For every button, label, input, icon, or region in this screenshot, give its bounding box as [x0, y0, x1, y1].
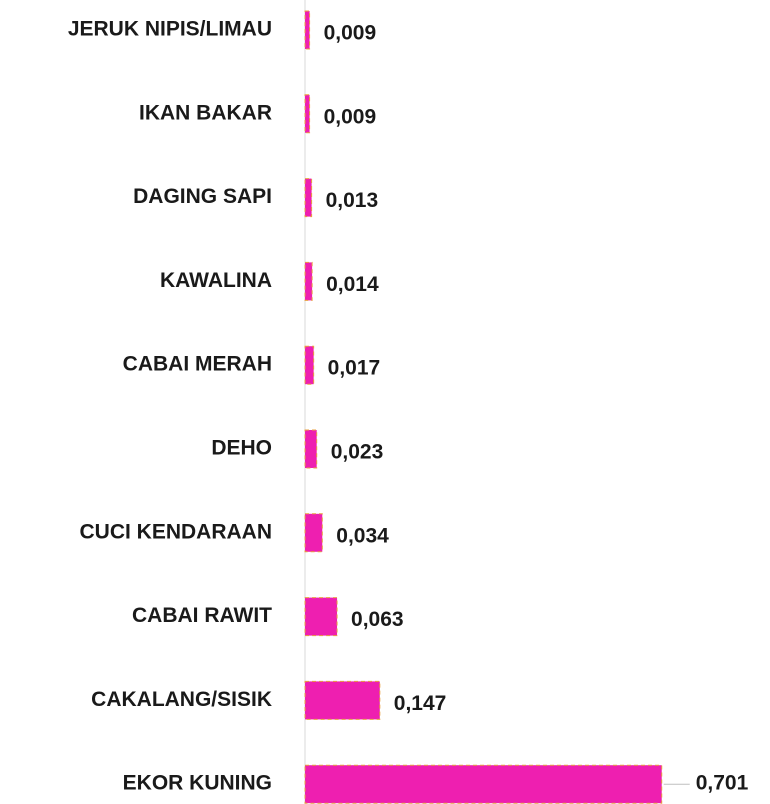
value-label: 0,701: [696, 772, 749, 795]
value-label: 0,013: [326, 189, 379, 212]
value-label: 0,014: [326, 273, 379, 296]
category-label: DEHO: [211, 437, 272, 460]
bar: [304, 178, 313, 218]
bar: [304, 345, 315, 385]
category-label: CAKALANG/SISIK: [91, 688, 272, 711]
value-label: 0,063: [351, 608, 404, 631]
category-label: IKAN BAKAR: [139, 101, 272, 124]
category-label: EKOR KUNING: [123, 772, 272, 795]
category-label: JERUK NIPIS/LIMAU: [68, 18, 272, 41]
bar: [304, 10, 311, 50]
value-label: 0,017: [328, 357, 381, 380]
bar: [304, 680, 381, 720]
bar: [304, 261, 313, 301]
category-label: CABAI RAWIT: [132, 604, 272, 627]
bar: [304, 597, 338, 637]
value-label: 0,023: [331, 441, 384, 464]
category-label: CABAI MERAH: [123, 353, 272, 376]
category-label: CUCI KENDARAAN: [80, 520, 273, 543]
bar: [304, 94, 311, 134]
value-label: 0,009: [324, 22, 377, 45]
value-label: 0,147: [394, 692, 447, 715]
bar: [304, 513, 323, 553]
bar: [304, 764, 663, 804]
value-label: 0,009: [324, 105, 377, 128]
category-label: DAGING SAPI: [133, 185, 272, 208]
category-label: KAWALINA: [160, 269, 272, 292]
bar: [304, 429, 318, 469]
value-label: 0,034: [336, 524, 389, 547]
